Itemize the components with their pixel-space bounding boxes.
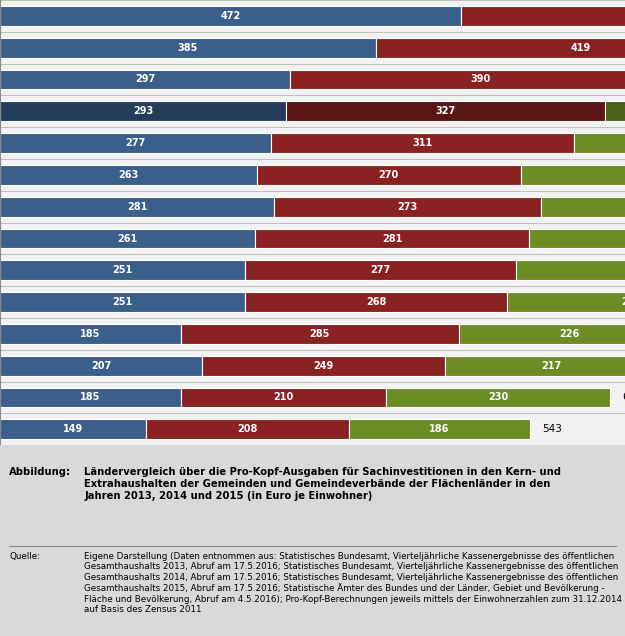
Text: 285: 285 [309,329,330,339]
Bar [0,324,181,343]
Text: 263: 263 [118,170,139,180]
Bar [274,197,541,216]
Bar [0,6,461,25]
Bar [257,165,521,184]
Text: 255: 255 [621,297,625,307]
Bar [459,324,625,343]
Text: 270: 270 [379,170,399,180]
Bar [445,356,625,375]
Bar [516,261,625,280]
Bar [0,197,274,216]
Text: 625: 625 [622,392,625,403]
Text: Eigene Darstellung (Daten entnommen aus: Statistisches Bundesamt, Vierteljährlic: Eigene Darstellung (Daten entnommen aus:… [84,552,622,614]
Bar [290,69,625,89]
Bar [507,292,625,312]
Text: 281: 281 [127,202,148,212]
Bar [0,38,376,57]
Bar [0,387,181,407]
Bar [376,38,625,57]
Text: Ländervergleich über die Pro-Kopf-Ausgaben für Sachinvestitionen in den Kern- un: Ländervergleich über die Pro-Kopf-Ausgab… [84,467,561,501]
Text: 185: 185 [80,329,101,339]
Text: 207: 207 [91,361,111,371]
Text: 419: 419 [571,43,591,53]
Bar [0,356,202,375]
Text: 230: 230 [488,392,508,403]
Bar [0,134,271,153]
Bar [0,261,245,280]
Bar [0,420,146,439]
Text: 273: 273 [398,202,418,212]
Bar [0,165,257,184]
Bar [0,228,255,248]
Bar [461,6,625,25]
Bar [349,420,530,439]
Bar [0,101,286,121]
Bar [529,228,625,248]
Text: 327: 327 [436,106,456,116]
Bar [0,69,290,89]
Bar [574,134,625,153]
Text: 249: 249 [314,361,334,371]
Text: 226: 226 [559,329,579,339]
Text: Quelle:: Quelle: [9,552,41,561]
Text: 149: 149 [62,424,83,434]
Bar [386,387,611,407]
Text: 217: 217 [541,361,561,371]
Text: 185: 185 [80,392,101,403]
Text: 251: 251 [112,297,132,307]
Text: 277: 277 [125,138,146,148]
Bar [606,101,625,121]
Bar [521,165,625,184]
Text: 311: 311 [412,138,432,148]
Bar [202,356,445,375]
Text: 261: 261 [118,233,138,244]
Bar [0,292,245,312]
Bar [146,420,349,439]
Bar [271,134,574,153]
Text: 543: 543 [542,424,562,434]
Text: 293: 293 [133,106,153,116]
Bar [255,228,529,248]
Text: 281: 281 [382,233,402,244]
Text: 297: 297 [135,74,155,85]
Bar [181,324,459,343]
Text: 277: 277 [370,265,391,275]
Text: 268: 268 [366,297,386,307]
Bar [181,387,386,407]
Text: 472: 472 [221,11,241,21]
Text: 385: 385 [177,43,198,53]
Text: 390: 390 [471,74,491,85]
Text: 208: 208 [237,424,258,434]
Text: 186: 186 [429,424,449,434]
Bar [245,261,516,280]
Text: 251: 251 [112,265,132,275]
Bar [245,292,507,312]
Text: 210: 210 [273,392,293,403]
Bar [286,101,606,121]
Text: Abbildung:: Abbildung: [9,467,71,478]
Bar [541,197,625,216]
